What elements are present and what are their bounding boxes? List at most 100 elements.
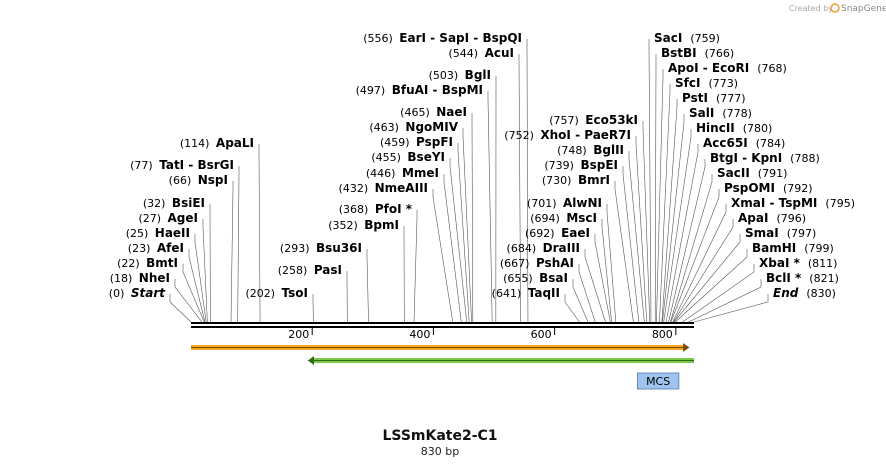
- leader-line: [614, 181, 634, 323]
- leader-line: [449, 158, 468, 323]
- enzyme-site-label[interactable]: HincII (780): [696, 121, 772, 135]
- enzyme-site-label[interactable]: PspOMI (792): [724, 181, 813, 195]
- enzyme-name: BpmI: [364, 218, 399, 232]
- enzyme-site-label[interactable]: BstBI (766): [661, 46, 734, 60]
- site-position: (25): [126, 227, 152, 240]
- enzyme-site-label[interactable]: (641) TaqII: [492, 286, 560, 300]
- enzyme-name: ApoI: [668, 61, 699, 75]
- enzyme-site-label[interactable]: (544) AcuI: [449, 46, 515, 60]
- tick-label: 800: [652, 328, 673, 341]
- enzyme-site-label[interactable]: XmaI - TspMI (795): [731, 196, 855, 210]
- enzyme-site-label[interactable]: SalI (778): [689, 106, 752, 120]
- enzyme-site-label[interactable]: (25) HaeII: [126, 226, 190, 240]
- enzyme-site-label[interactable]: (293) Bsu36I: [280, 241, 362, 255]
- enzyme-name: BmrI: [578, 173, 610, 187]
- enzyme-site-label[interactable]: (114) ApaLI: [180, 136, 254, 150]
- leader-line: [673, 219, 734, 323]
- enzyme-site-label[interactable]: BamHI (799): [752, 241, 834, 255]
- enzyme-site-label[interactable]: (752) XhoI - PaeR7I: [504, 128, 631, 142]
- enzyme-site-label[interactable]: (22) BmtI: [117, 256, 178, 270]
- site-position: (202): [245, 287, 278, 300]
- enzyme-site-label[interactable]: (684) DraIII: [507, 241, 580, 255]
- leader-line: [258, 144, 261, 323]
- enzyme-name: - BspQI: [469, 31, 522, 45]
- credit-text: Created by: [789, 4, 833, 13]
- enzyme-name: AlwNI: [563, 196, 602, 210]
- leader-line: [688, 279, 762, 323]
- enzyme-site-label[interactable]: (27) AgeI: [138, 211, 198, 225]
- enzyme-site-label[interactable]: (258) PasI: [278, 263, 342, 277]
- site-position: (780): [743, 122, 773, 135]
- enzyme-site-label[interactable]: (432) NmeAIII: [339, 181, 428, 195]
- site-position: (23): [128, 242, 154, 255]
- enzyme-site-label[interactable]: End (830): [773, 286, 836, 300]
- enzyme-site-label[interactable]: (23) AfeI: [128, 241, 184, 255]
- enzyme-site-label[interactable]: (692) EaeI: [525, 226, 590, 240]
- enzyme-name: - EcoRI: [699, 61, 750, 75]
- enzyme-name: BstBI: [661, 46, 697, 60]
- leader-line: [230, 181, 234, 323]
- site-position: (797): [787, 227, 817, 240]
- site-position: (465): [400, 106, 433, 119]
- enzyme-site-label[interactable]: Acc65I (784): [703, 136, 785, 150]
- enzyme-site-label[interactable]: PstI (777): [682, 91, 746, 105]
- enzyme-site-label[interactable]: ApaI (796): [738, 211, 806, 225]
- enzyme-site-label[interactable]: (748) BglII: [557, 143, 624, 157]
- site-position: (497): [356, 84, 389, 97]
- enzyme-site-label[interactable]: (202) TsoI: [245, 286, 308, 300]
- mcs-feature-box[interactable]: [637, 372, 680, 390]
- leader-line: [443, 174, 462, 323]
- enzyme-name: BseYI: [407, 150, 445, 164]
- enzyme-site-label[interactable]: (465) NaeI: [400, 105, 467, 119]
- enzyme-name: SmaI: [745, 226, 779, 240]
- site-position: (784): [756, 137, 786, 150]
- enzyme-name: SalI: [689, 106, 714, 120]
- enzyme-site-label[interactable]: SacII (791): [717, 166, 787, 180]
- enzyme-site-label[interactable]: (655) BsaI: [503, 271, 568, 285]
- site-position: (778): [722, 107, 752, 120]
- leader-line: [584, 249, 606, 323]
- sequence-ruler: [191, 322, 694, 328]
- enzyme-site-label[interactable]: (503) BglI: [429, 68, 491, 82]
- enzyme-labels-right: SacI (759)BstBI (766) ApoI - EcoRI (768) SfcI…: [654, 31, 855, 300]
- enzyme-site-label[interactable]: BtgI - KpnI (788): [710, 151, 820, 165]
- enzyme-site-label[interactable]: (463) NgoMIV: [369, 120, 458, 134]
- enzyme-site-label[interactable]: SacI (759): [654, 31, 720, 45]
- enzyme-site-label[interactable]: (66) NspI: [169, 173, 228, 187]
- enzyme-site-label[interactable]: (18) NheI: [110, 271, 170, 285]
- enzyme-site-label[interactable]: (730) BmrI: [542, 173, 610, 187]
- enzyme-site-label[interactable]: XbaI * (811): [759, 256, 837, 270]
- enzyme-site-label[interactable]: (757) Eco53kI: [549, 113, 638, 127]
- site-position: (446): [366, 167, 399, 180]
- enzyme-site-label[interactable]: (739) BspEI: [544, 158, 618, 172]
- enzyme-site-label[interactable]: (701) AlwNI: [527, 196, 602, 210]
- enzyme-site-label[interactable]: (77) TatI - BsrGI: [130, 158, 234, 172]
- enzyme-site-label[interactable]: (667) PshAI: [500, 256, 574, 270]
- enzyme-site-label[interactable]: (694) MscI: [530, 211, 597, 225]
- leader-line: [564, 294, 580, 323]
- enzyme-site-label[interactable]: BclI * (821): [766, 271, 839, 285]
- leader-line: [622, 166, 640, 323]
- enzyme-site-label[interactable]: (368) PfoI *: [339, 202, 413, 216]
- enzyme-site-label[interactable]: (352) BpmI: [328, 218, 399, 232]
- enzyme-site-label[interactable]: (455) BseYI: [371, 150, 445, 164]
- enzyme-site-label[interactable]: SmaI (797): [745, 226, 816, 240]
- enzyme-site-label[interactable]: (32) BsiEI: [143, 196, 205, 210]
- leader-line: [578, 264, 596, 323]
- site-position: (773): [708, 77, 738, 90]
- enzyme-site-label[interactable]: SfcI (773): [675, 76, 738, 90]
- enzyme-site-label[interactable]: (459) PspFI: [380, 135, 453, 149]
- orange-feature-arrow-icon: [683, 343, 690, 352]
- axis-ticks: 200 400 600 800: [288, 328, 677, 341]
- leader-line: [487, 91, 493, 323]
- enzyme-site-label[interactable]: (556) EarI - SapI - BspQI: [363, 31, 522, 45]
- site-position: (32): [143, 197, 169, 210]
- enzyme-site-label[interactable]: ApoI - EcoRI (768): [668, 61, 787, 75]
- enzyme-site-label[interactable]: (0) Start: [109, 286, 166, 300]
- enzyme-name: BsaI: [539, 271, 568, 285]
- enzyme-site-label[interactable]: (446) MmeI: [366, 166, 439, 180]
- enzyme-name: AfeI: [157, 241, 184, 255]
- enzyme-site-label[interactable]: (497) BfuAI - BspMI: [356, 83, 483, 97]
- leader-line: [188, 249, 206, 323]
